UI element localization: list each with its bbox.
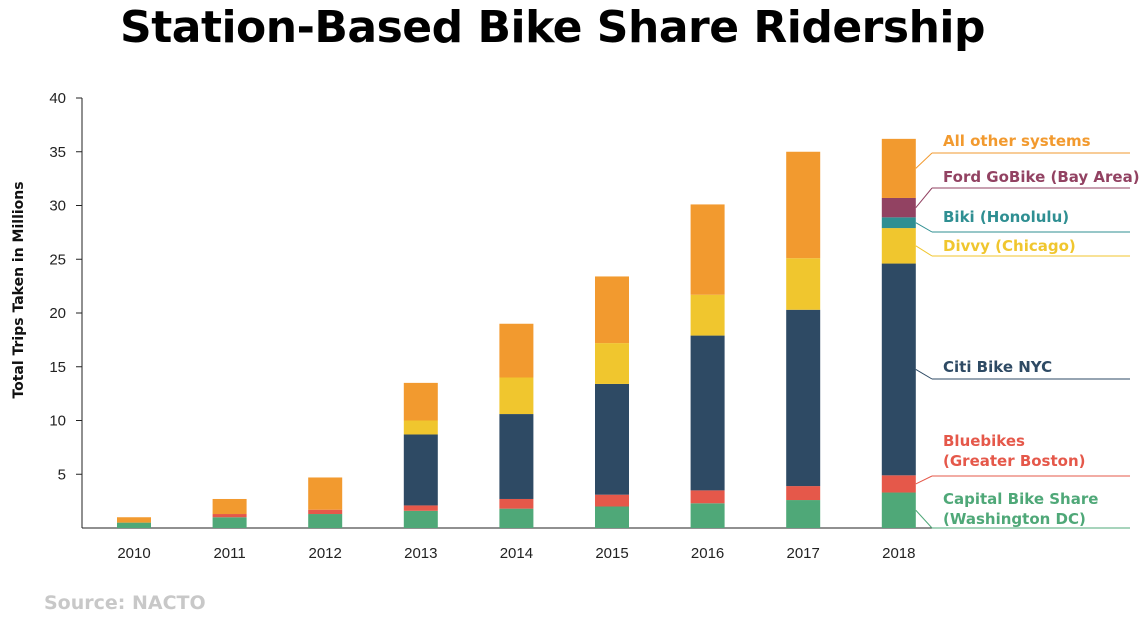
bar-segment: [117, 517, 151, 523]
legend-connector: [915, 222, 933, 233]
bar-segment: [881, 475, 916, 493]
y-tick-label: 25: [49, 251, 66, 268]
bar-segment: [499, 414, 534, 499]
chart-title: Station-Based Bike Share Ridership: [120, 2, 985, 53]
legend-connector: [915, 152, 933, 169]
y-tick-label: 35: [49, 144, 66, 161]
legend-connector: [915, 509, 933, 529]
legend-label: (Greater Boston): [943, 452, 1086, 470]
bar-segment: [690, 294, 725, 336]
x-tick-label: 2016: [691, 545, 724, 562]
y-axis: 5 10 15 20 25 30 35 40: [49, 90, 83, 528]
source-note: Source: NACTO: [44, 592, 206, 614]
bar-segment: [595, 506, 629, 528]
bar-segment: [499, 323, 534, 378]
bar-segment: [786, 258, 821, 310]
bar-segment: [403, 510, 438, 528]
y-axis-label: Total Trips Taken in Millions: [11, 181, 27, 398]
y-tick-label: 15: [49, 359, 66, 376]
y-tick-label: 40: [49, 90, 66, 107]
x-tick-label: 2018: [882, 545, 915, 562]
bar-segment: [881, 138, 916, 198]
bar-segment: [881, 217, 916, 229]
bar-segment: [117, 522, 151, 528]
bar-segment: [786, 309, 821, 487]
bars: [117, 138, 916, 528]
x-tick-label: 2015: [595, 545, 628, 562]
legend-label: Capital Bike Share: [943, 490, 1098, 508]
bar-segment: [690, 503, 725, 528]
legend-connector: [915, 369, 933, 380]
bar-segment: [403, 434, 438, 506]
legend-label: Ford GoBike (Bay Area): [943, 168, 1140, 186]
bar-segment: [403, 420, 438, 435]
x-tick-label: 2014: [500, 545, 533, 562]
bar-segment: [403, 505, 438, 511]
bar-segment: [403, 382, 438, 421]
x-tick-label: 2012: [309, 545, 342, 562]
legend-label: Citi Bike NYC: [943, 358, 1052, 376]
legend-label: Divvy (Chicago): [943, 237, 1076, 255]
bar-segment: [212, 498, 247, 515]
bar-segment: [881, 197, 916, 218]
bar-segment: [690, 490, 725, 504]
legend-connector: [915, 245, 933, 257]
x-tick-label: 2010: [117, 545, 150, 562]
legend: Capital Bike Share (Washington DC) Bluebik…: [915, 132, 1140, 529]
y-tick-label: 30: [49, 198, 66, 215]
legend-label: (Washington DC): [943, 510, 1086, 528]
x-tick-label: 2017: [787, 545, 820, 562]
bar-segment: [881, 228, 916, 264]
bar-segment: [499, 377, 534, 415]
bar-segment: [595, 494, 629, 507]
legend-connector: [915, 475, 933, 485]
bar-segment: [881, 263, 916, 476]
bar-segment: [212, 514, 247, 518]
bar-segment: [786, 151, 821, 259]
bar-segment: [595, 343, 629, 384]
bar-segment: [308, 509, 343, 515]
bar-segment: [786, 500, 821, 528]
legend-connector: [915, 187, 933, 208]
legend-label: All other systems: [943, 132, 1091, 150]
bar-segment: [308, 514, 343, 528]
bar-segment: [499, 508, 534, 528]
y-tick-label: 5: [58, 466, 66, 483]
x-tick-label: 2011: [213, 545, 245, 562]
x-axis: 2010 2011 2012 2013 2014 2015 2016 2017 2018: [82, 527, 1128, 562]
y-tick-label: 10: [49, 413, 66, 430]
bar-segment: [212, 517, 247, 528]
bar-segment: [786, 486, 821, 501]
bar-segment: [690, 204, 725, 295]
bar-segment: [881, 492, 916, 528]
y-tick-label: 20: [49, 305, 66, 322]
bar-segment: [690, 335, 725, 491]
bar-segment: [499, 498, 534, 509]
x-tick-label: 2013: [404, 545, 437, 562]
bar-segment: [308, 477, 343, 510]
bar-segment: [595, 276, 629, 344]
legend-label: Biki (Honolulu): [943, 208, 1069, 226]
legend-label: Bluebikes: [943, 432, 1025, 450]
bar-segment: [595, 383, 629, 495]
